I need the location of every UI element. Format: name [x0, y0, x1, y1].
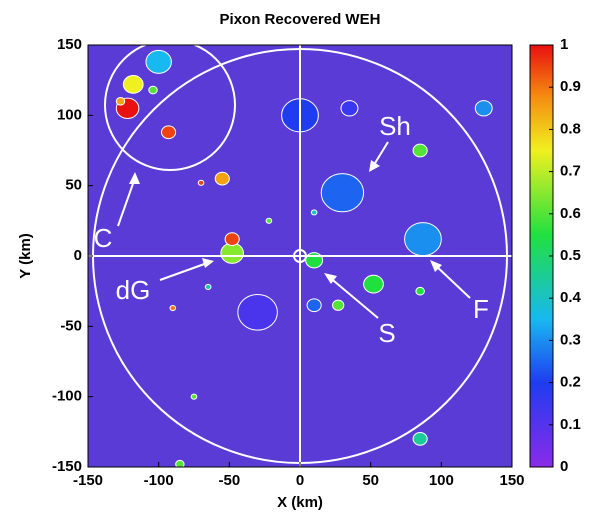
annotation: dG — [116, 275, 151, 305]
blob — [191, 394, 197, 399]
colorbar-tick-label: 0.7 — [560, 163, 581, 180]
blob — [475, 101, 492, 116]
blob — [146, 50, 171, 73]
blob — [413, 433, 427, 446]
x-tick-label: 0 — [296, 472, 304, 489]
blob — [161, 126, 175, 139]
blob — [333, 300, 344, 310]
x-tick-label: -50 — [218, 472, 240, 489]
annotation: F — [473, 294, 489, 324]
x-tick-label: -100 — [144, 472, 174, 489]
colorbar-tick-label: 0.3 — [560, 331, 581, 348]
annotation: Sh — [379, 111, 411, 141]
blob — [238, 294, 278, 330]
blob — [405, 223, 442, 256]
annotation: S — [378, 318, 395, 348]
blob — [416, 287, 424, 295]
chart-title: Pixon Recovered WEH — [220, 11, 381, 28]
blob — [170, 306, 176, 311]
blob — [266, 218, 272, 223]
y-tick-label: -150 — [52, 458, 82, 475]
colorbar-tick-label: 0.5 — [560, 247, 581, 264]
colorbar-tick-label: 0.8 — [560, 120, 581, 137]
y-tick-label: 100 — [57, 106, 82, 123]
x-tick-label: 150 — [499, 472, 524, 489]
colorbar-tick-label: 0.2 — [560, 374, 581, 391]
colorbar-tick-label: 0.9 — [560, 78, 581, 95]
x-tick-label: 100 — [429, 472, 454, 489]
chart: Pixon Recovered WEH X (km) Y (km) C Sh d… — [0, 0, 593, 514]
colorbar-tick-label: 1 — [560, 36, 568, 53]
colorbar-tick-label: 0.6 — [560, 205, 581, 222]
blob — [225, 233, 239, 246]
blob — [307, 299, 321, 312]
x-tick-label: 50 — [362, 472, 379, 489]
y-tick-label: 50 — [65, 177, 82, 194]
blob — [116, 97, 124, 105]
blob — [198, 180, 204, 185]
colorbar-tick-label: 0.4 — [560, 289, 582, 306]
blob — [123, 75, 143, 93]
blob — [341, 101, 358, 116]
blob — [364, 275, 384, 293]
colorbar-tick-label: 0.1 — [560, 416, 581, 433]
page: {"chart_data": {"type": "heatmap", "titl… — [0, 0, 593, 514]
blob — [321, 174, 363, 212]
blob — [221, 243, 244, 263]
blob — [215, 172, 229, 185]
y-tick-label: 150 — [57, 36, 82, 53]
blob — [306, 253, 323, 268]
annotation: C — [94, 223, 113, 253]
blob — [413, 144, 427, 157]
blob — [149, 86, 157, 94]
x-axis-label: X (km) — [277, 494, 323, 511]
y-tick-label: -100 — [52, 388, 82, 405]
blob — [205, 284, 211, 289]
y-tick-label: -50 — [60, 317, 82, 334]
y-tick-label: 0 — [74, 247, 82, 264]
blob — [311, 210, 317, 215]
y-axis-label: Y (km) — [17, 233, 34, 279]
colorbar-tick-label: 0 — [560, 458, 568, 475]
